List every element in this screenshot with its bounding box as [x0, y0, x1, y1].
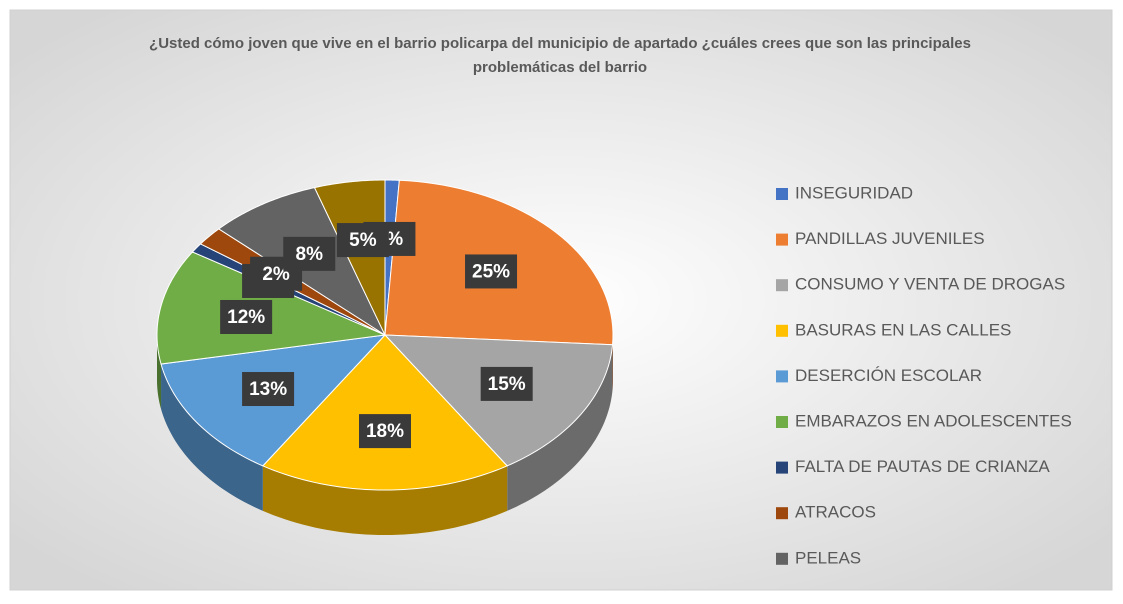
legend-label: EMBARAZOS EN ADOLESCENTES — [795, 411, 1072, 430]
data-label-group: 15% — [481, 367, 533, 401]
legend-label: CONSUMO Y VENTA DE DROGAS — [795, 275, 1065, 294]
data-label-group: 8% — [283, 237, 335, 271]
legend-swatch — [776, 325, 788, 337]
legend-label: FALTA DE PAUTAS DE CRIANZA — [795, 457, 1050, 476]
data-label: 5% — [349, 230, 377, 251]
legend-swatch — [776, 462, 788, 474]
legend-label: DESERCIÓN ESCOLAR — [795, 366, 982, 385]
legend-swatch — [776, 234, 788, 246]
legend-swatch — [776, 188, 788, 200]
legend-swatch — [776, 553, 788, 565]
legend-swatch — [776, 507, 788, 519]
legend-swatch — [776, 370, 788, 382]
data-label: 25% — [472, 261, 510, 282]
legend-swatch — [776, 416, 788, 428]
legend-label: BASURAS EN LAS CALLES — [795, 320, 1011, 339]
data-label: 18% — [366, 421, 404, 442]
data-label: 15% — [488, 374, 526, 395]
legend-label: PELEAS — [795, 548, 861, 567]
data-label-group: 25% — [465, 254, 517, 288]
data-label: 13% — [249, 379, 287, 400]
legend-label: PANDILLAS JUVENILES — [795, 229, 985, 248]
data-label-group: 12% — [220, 300, 272, 334]
legend-label: INSEGURIDAD — [795, 183, 913, 202]
data-label: 12% — [227, 307, 265, 328]
legend-swatch — [776, 279, 788, 291]
data-label-group: 5% — [337, 223, 389, 257]
data-label: 8% — [296, 244, 324, 265]
legend-label: ATRACOS — [795, 503, 876, 522]
data-label-group: 18% — [359, 414, 411, 448]
data-label-group: 13% — [242, 372, 294, 406]
chart-title: ¿Usted cómo joven que vive en el barrio … — [110, 32, 1010, 80]
title-box: ¿Usted cómo joven que vive en el barrio … — [110, 32, 1010, 92]
